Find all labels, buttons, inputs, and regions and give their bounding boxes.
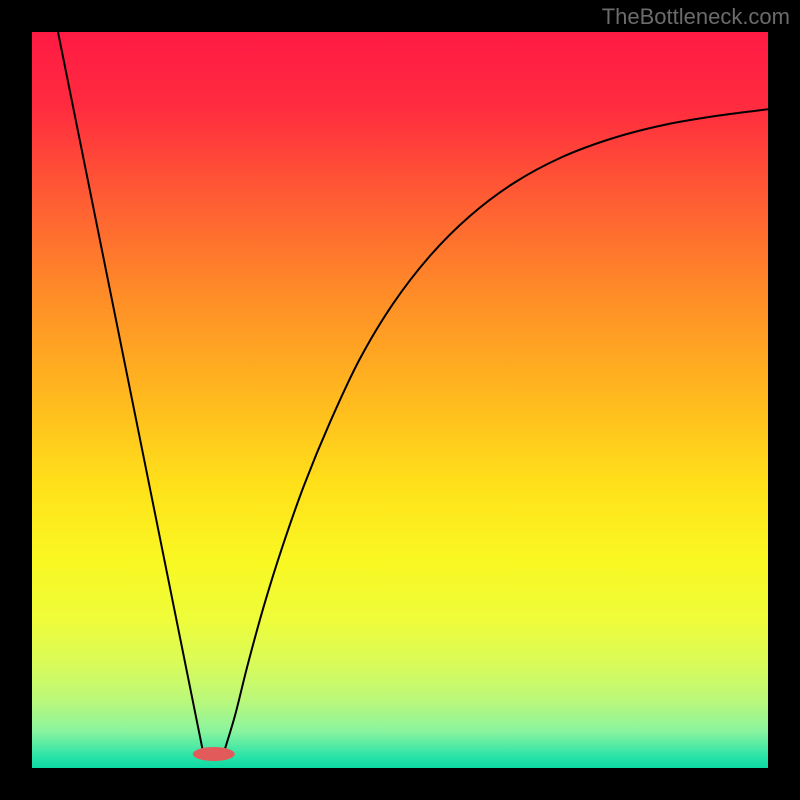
bottleneck-chart [0, 0, 800, 800]
watermark-text: TheBottleneck.com [602, 4, 790, 30]
bottleneck-marker [193, 747, 235, 761]
chart-container: TheBottleneck.com [0, 0, 800, 800]
chart-gradient-plot [32, 32, 768, 768]
